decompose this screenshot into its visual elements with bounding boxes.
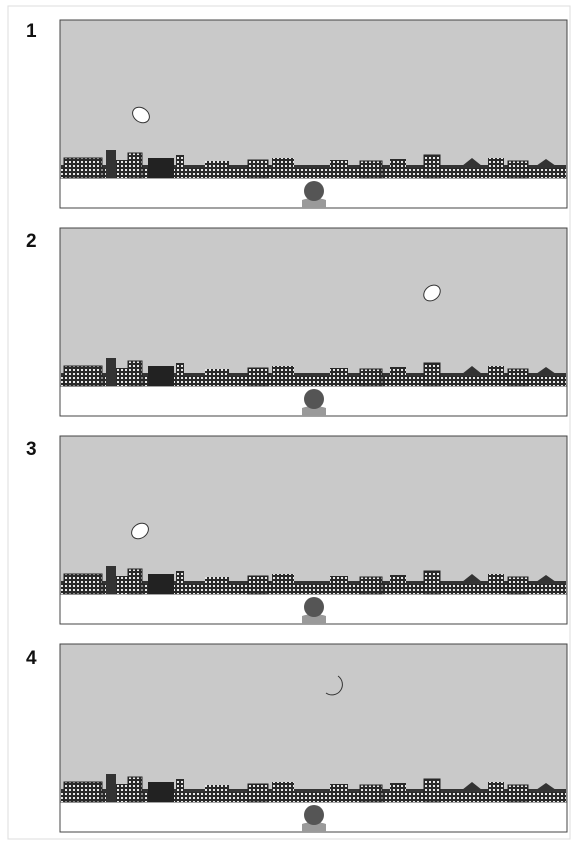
moon [131,522,149,540]
frame [7,5,571,840]
panel-number: 2 [26,231,37,252]
moon [325,675,343,696]
moon [423,284,441,302]
panel [60,228,567,416]
panel [60,436,567,624]
panel-number: 4 [26,648,37,669]
panel [60,644,567,832]
panel [60,20,567,208]
panel-number: 1 [26,21,37,42]
moon [132,106,150,124]
panel-number: 3 [26,439,37,460]
